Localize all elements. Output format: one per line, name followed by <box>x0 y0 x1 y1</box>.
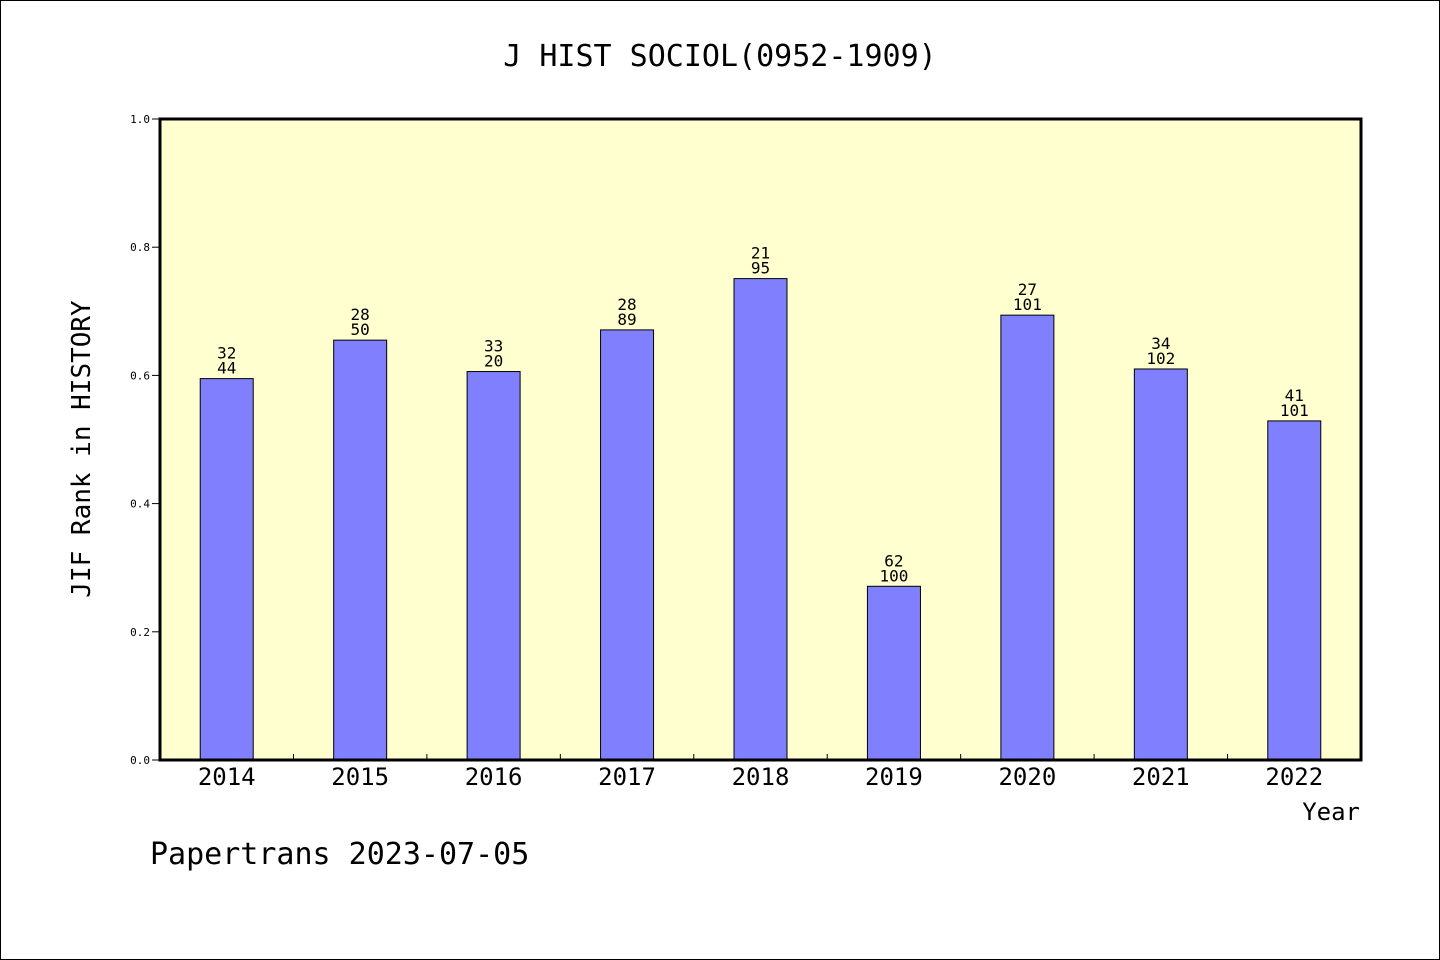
bar-rank-label: 33 <box>484 337 503 356</box>
y-tick-label: 0.0 <box>130 754 150 767</box>
bar-rank-label: 27 <box>1018 280 1037 299</box>
bar-rank-label: 41 <box>1285 386 1304 405</box>
bar-2016 <box>466 371 521 761</box>
bar-total-label: 100 <box>879 566 908 585</box>
bar-total-label: 102 <box>1146 349 1175 368</box>
bars-group <box>199 278 1322 761</box>
bar-rank-label: 28 <box>617 295 636 314</box>
chart-title: J HIST SOCIOL(0952-1909) <box>503 39 936 74</box>
bar-2015 <box>333 339 388 761</box>
bar-2020 <box>1000 314 1055 761</box>
x-tick-label: 2019 <box>865 763 923 791</box>
x-tick-label: 2018 <box>732 763 790 791</box>
y-axis-ticks: 0.0 0.2 0.4 0.6 0.8 1.0 <box>130 113 160 767</box>
y-tick-label: 0.6 <box>130 369 150 382</box>
bar-total-label: 95 <box>751 259 770 278</box>
x-axis-ticks: 2014 2015 2016 2017 2018 2019 2020 2021 2022 <box>198 754 1323 791</box>
bar-2021 <box>1133 368 1188 761</box>
bar-rank-label: 34 <box>1151 334 1170 353</box>
bar-rank-label: 62 <box>884 551 903 570</box>
bar-2014 <box>199 378 254 761</box>
x-tick-label: 2021 <box>1132 763 1190 791</box>
x-tick-label: 2022 <box>1265 763 1323 791</box>
bar-total-label: 20 <box>484 352 503 371</box>
x-tick-label: 2016 <box>465 763 523 791</box>
y-tick-label: 1.0 <box>130 113 150 126</box>
bar-2022 <box>1267 420 1322 761</box>
bar-2017 <box>600 329 655 761</box>
bar-rank-label: 21 <box>751 244 770 263</box>
bar-total-label: 101 <box>1280 401 1309 420</box>
bar-2018 <box>733 278 788 761</box>
x-tick-label: 2017 <box>598 763 656 791</box>
y-tick-label: 0.8 <box>130 241 150 254</box>
bar-2019 <box>866 585 921 761</box>
y-tick-label: 0.4 <box>130 498 150 511</box>
y-tick-label: 0.2 <box>130 626 150 639</box>
bar-total-label: 101 <box>1013 295 1042 314</box>
x-tick-label: 2015 <box>331 763 389 791</box>
bar-total-label: 44 <box>217 359 236 378</box>
watermark-text: Papertrans 2023-07-05 <box>150 837 529 872</box>
bar-total-label: 89 <box>617 310 636 329</box>
x-tick-label: 2020 <box>998 763 1056 791</box>
y-axis-label: JIF Rank in HISTORY <box>67 300 97 598</box>
x-tick-label: 2014 <box>198 763 256 791</box>
bar-rank-label: 28 <box>351 305 370 324</box>
plot-border <box>158 117 1363 762</box>
bar-rank-label: 32 <box>217 344 236 363</box>
bar-total-label: 50 <box>351 320 370 339</box>
x-axis-label: Year <box>1302 798 1360 826</box>
